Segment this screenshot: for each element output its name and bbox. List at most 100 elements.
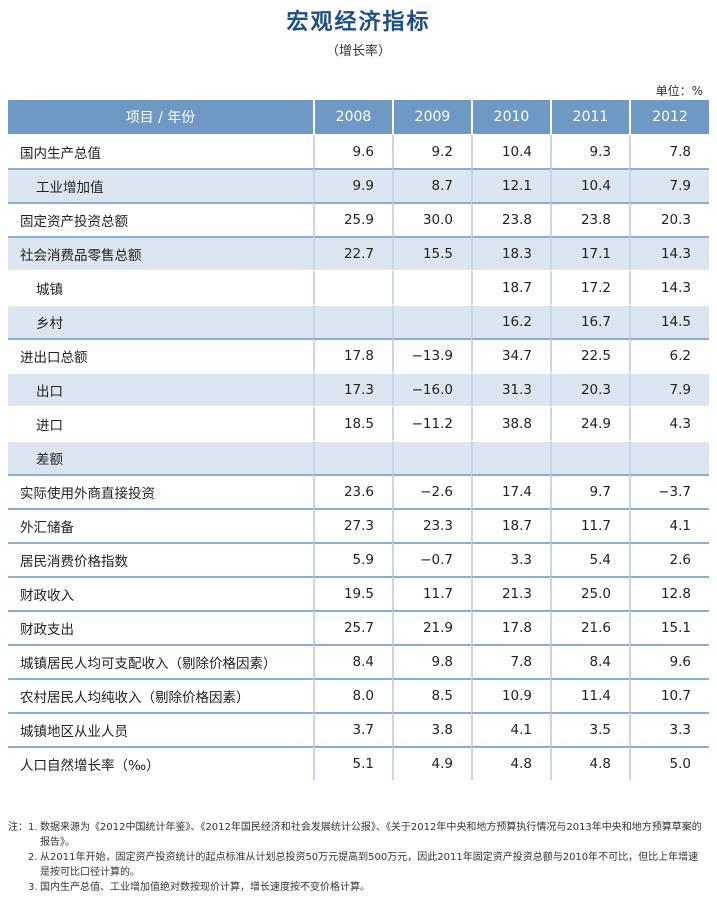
table-row: 进出口总额 17.8 −13.9 34.7 22.5 6.2 bbox=[8, 338, 709, 372]
column-header-2009: 2009 bbox=[392, 100, 471, 134]
row-label: 居民消费价格指数 bbox=[8, 542, 313, 576]
footnote-number: 3. bbox=[28, 882, 38, 893]
table-cell-2010: 17.8 bbox=[471, 610, 550, 644]
indicator-table: 项目 / 年份 2008 2009 2010 2011 2012 国内生产总值 9… bbox=[8, 100, 709, 780]
table-cell-2010: 7.8 bbox=[471, 644, 550, 678]
row-label: 人口自然增长率（‰） bbox=[8, 746, 313, 780]
table-row: 财政支出 25.7 21.9 17.8 21.6 15.1 bbox=[8, 610, 709, 644]
table-cell-2010: 17.4 bbox=[471, 474, 550, 508]
table-cell-2010: 31.3 bbox=[471, 372, 550, 406]
table-cell-2011: 9.3 bbox=[550, 134, 629, 168]
table-cell-2011: 5.4 bbox=[550, 542, 629, 576]
table-cell-2009 bbox=[392, 304, 471, 338]
table-cell-2011: 22.5 bbox=[550, 338, 629, 372]
table-cell-2009: 11.7 bbox=[392, 576, 471, 610]
table-cell-2010: 38.8 bbox=[471, 406, 550, 440]
table-cell-2008: 18.5 bbox=[313, 406, 392, 440]
table-row: 国内生产总值 9.6 9.2 10.4 9.3 7.8 bbox=[8, 134, 709, 168]
table-cell-2011: 20.3 bbox=[550, 372, 629, 406]
table-cell-2012: 14.3 bbox=[629, 236, 709, 270]
table-cell-2008: 5.9 bbox=[313, 542, 392, 576]
table-cell-2012: 7.9 bbox=[629, 168, 709, 202]
table-cell-2008: 17.3 bbox=[313, 372, 392, 406]
row-label: 乡村 bbox=[8, 304, 313, 338]
table-cell-2012: 7.8 bbox=[629, 134, 709, 168]
table-cell-2011: 21.6 bbox=[550, 610, 629, 644]
table-cell-2008: 25.7 bbox=[313, 610, 392, 644]
column-header-2010: 2010 bbox=[471, 100, 550, 134]
table-cell-2012: 6.2 bbox=[629, 338, 709, 372]
column-header-2012: 2012 bbox=[629, 100, 709, 134]
row-label: 固定资产投资总额 bbox=[8, 202, 313, 236]
table-cell-2011: 17.2 bbox=[550, 270, 629, 304]
row-label: 社会消费品零售总额 bbox=[8, 236, 313, 270]
table-cell-2011: 3.5 bbox=[550, 712, 629, 746]
table-cell-2009: −0.7 bbox=[392, 542, 471, 576]
table-cell-2012: 7.9 bbox=[629, 372, 709, 406]
table-cell-2010: 18.3 bbox=[471, 236, 550, 270]
footnote-number: 1. bbox=[28, 822, 38, 833]
table-cell-2012: 15.1 bbox=[629, 610, 709, 644]
table-cell-2008 bbox=[313, 270, 392, 304]
table-row: 居民消费价格指数 5.9 −0.7 3.3 5.4 2.6 bbox=[8, 542, 709, 576]
table-cell-2011: 11.7 bbox=[550, 508, 629, 542]
table-cell-2008: 8.0 bbox=[313, 678, 392, 712]
table-cell-2010: 34.7 bbox=[471, 338, 550, 372]
table-cell-2012: 4.3 bbox=[629, 406, 709, 440]
table-cell-2011: 17.1 bbox=[550, 236, 629, 270]
table-row: 城镇 18.7 17.2 14.3 bbox=[8, 270, 709, 304]
table-cell-2011: 16.7 bbox=[550, 304, 629, 338]
row-label: 财政收入 bbox=[8, 576, 313, 610]
row-label: 财政支出 bbox=[8, 610, 313, 644]
table-cell-2008: 8.4 bbox=[313, 644, 392, 678]
table-cell-2012: 14.5 bbox=[629, 304, 709, 338]
table-cell-2008: 19.5 bbox=[313, 576, 392, 610]
table-cell-2009: 9.2 bbox=[392, 134, 471, 168]
table-cell-2009: 23.3 bbox=[392, 508, 471, 542]
table-cell-2010: 18.7 bbox=[471, 270, 550, 304]
table-row: 人口自然增长率（‰） 5.1 4.9 4.8 4.8 5.0 bbox=[8, 746, 709, 780]
row-label: 出口 bbox=[8, 372, 313, 406]
footnote-1: 注： 1. 数据来源为《2012中国统计年鉴》、《2012年国民经济和社会发展统… bbox=[8, 820, 708, 850]
table-cell-2009: 30.0 bbox=[392, 202, 471, 236]
table-cell-2011: 25.0 bbox=[550, 576, 629, 610]
footnote-number: 2. bbox=[28, 852, 38, 863]
table-cell-2011: 4.8 bbox=[550, 746, 629, 780]
table-cell-2008: 25.9 bbox=[313, 202, 392, 236]
table-cell-2010: 4.1 bbox=[471, 712, 550, 746]
table-cell-2008 bbox=[313, 440, 392, 474]
table-cell-2009: 8.5 bbox=[392, 678, 471, 712]
footnote-text: 数据来源为《2012中国统计年鉴》、《2012年国民经济和社会发展统计公报》、《… bbox=[40, 822, 702, 848]
table-cell-2012 bbox=[629, 440, 709, 474]
table-cell-2010 bbox=[471, 440, 550, 474]
unit-label: 单位：% bbox=[655, 84, 703, 98]
table-cell-2010: 12.1 bbox=[471, 168, 550, 202]
table-cell-2012: 9.6 bbox=[629, 644, 709, 678]
footnote-2: 2. 从2011年开始，固定资产投资统计的起点标准从计划总投资50万元提高到50… bbox=[8, 850, 708, 880]
table-row: 财政收入 19.5 11.7 21.3 25.0 12.8 bbox=[8, 576, 709, 610]
table-cell-2012: 5.0 bbox=[629, 746, 709, 780]
table-row: 差额 bbox=[8, 440, 709, 474]
page-title: 宏观经济指标 bbox=[286, 9, 431, 35]
table-cell-2011: 11.4 bbox=[550, 678, 629, 712]
table-row: 城镇居民人均可支配收入（剔除价格因素） 8.4 9.8 7.8 8.4 9.6 bbox=[8, 644, 709, 678]
table-row: 实际使用外商直接投资 23.6 −2.6 17.4 9.7 −3.7 bbox=[8, 474, 709, 508]
table-row: 出口 17.3 −16.0 31.3 20.3 7.9 bbox=[8, 372, 709, 406]
table-cell-2009: −11.2 bbox=[392, 406, 471, 440]
row-label: 城镇 bbox=[8, 270, 313, 304]
table-cell-2009: 9.8 bbox=[392, 644, 471, 678]
table-cell-2012: 10.7 bbox=[629, 678, 709, 712]
table-row: 农村居民人均纯收入（剔除价格因素） 8.0 8.5 10.9 11.4 10.7 bbox=[8, 678, 709, 712]
footnote-text: 国内生产总值、工业增加值绝对数按现价计算，增长速度按不变价格计算。 bbox=[40, 882, 370, 893]
table-cell-2010: 18.7 bbox=[471, 508, 550, 542]
table-cell-2009: 3.8 bbox=[392, 712, 471, 746]
table-cell-2010: 10.4 bbox=[471, 134, 550, 168]
table-cell-2010: 23.8 bbox=[471, 202, 550, 236]
row-label: 差额 bbox=[8, 440, 313, 474]
table-row: 工业增加值 9.9 8.7 12.1 10.4 7.9 bbox=[8, 168, 709, 202]
table-cell-2009: 4.9 bbox=[392, 746, 471, 780]
table-cell-2010: 4.8 bbox=[471, 746, 550, 780]
row-label: 国内生产总值 bbox=[8, 134, 313, 168]
table-cell-2012: 3.3 bbox=[629, 712, 709, 746]
